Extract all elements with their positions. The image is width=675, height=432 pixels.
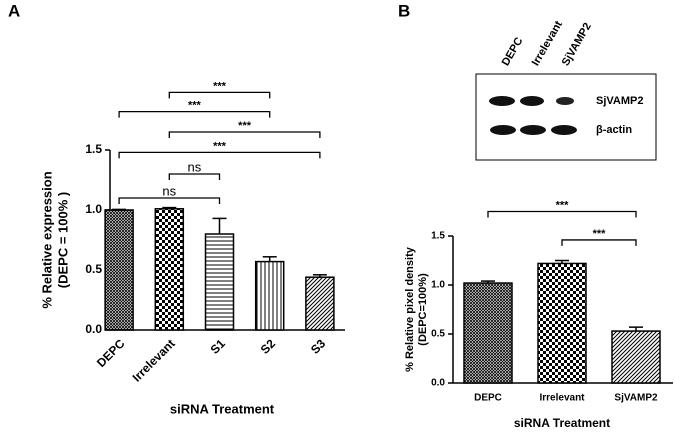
y-axis-title: (DEPC = 100% ) xyxy=(55,192,70,288)
panel-label: B xyxy=(398,1,410,20)
x-tick-label: SjVAMP2 xyxy=(614,393,658,404)
significance-label: *** xyxy=(213,80,227,92)
significance-bracket xyxy=(118,110,271,118)
bar xyxy=(611,330,661,384)
y-tick-label: 1.0 xyxy=(85,202,102,216)
bar xyxy=(104,209,134,331)
significance-label: *** xyxy=(238,120,252,132)
x-tick-label: DEPC xyxy=(474,393,502,404)
significance-bracket xyxy=(168,91,271,99)
y-tick-label: 0.0 xyxy=(85,322,102,336)
bar xyxy=(254,260,285,331)
x-tick-label: S2 xyxy=(258,336,279,357)
x-tick-label: Irrelevant xyxy=(539,393,585,404)
y-tick-label: 1.5 xyxy=(431,231,445,242)
significance-label: *** xyxy=(593,228,607,240)
x-axis-title: siRNA Treatment xyxy=(514,416,610,430)
panel-label: A xyxy=(8,1,20,20)
x-tick-label: Irrelevant xyxy=(130,336,178,384)
y-tick-label: 1.5 xyxy=(85,142,102,156)
bar xyxy=(463,282,513,384)
significance-bracket xyxy=(487,210,637,218)
y-axis-title: % Relative expression xyxy=(39,171,54,308)
x-tick-label: S3 xyxy=(308,336,329,357)
western-blot xyxy=(475,73,657,161)
significance-label: ns xyxy=(162,183,176,198)
significance-bracket xyxy=(561,239,637,246)
x-tick-label: S1 xyxy=(208,336,229,357)
significance-bracket xyxy=(118,151,321,159)
y-tick-label: 0.0 xyxy=(431,378,445,389)
x-tick-label: DEPC xyxy=(94,336,128,370)
significance-bracket xyxy=(168,173,221,180)
y-axis-title: % Relative pixel density xyxy=(404,246,416,372)
significance-bracket xyxy=(118,197,221,204)
lane-label: SjVAMP2 xyxy=(560,21,594,68)
y-tick-label: 1.0 xyxy=(431,280,445,291)
bar xyxy=(537,262,587,384)
protein-label: SjVAMP2 xyxy=(596,95,643,107)
protein-label: β-actin xyxy=(596,124,632,136)
significance-label: *** xyxy=(213,140,227,152)
significance-label: *** xyxy=(188,100,202,112)
bar xyxy=(305,276,335,331)
x-axis-title: siRNA Treatment xyxy=(170,401,275,416)
y-tick-label: 0.5 xyxy=(431,329,445,340)
bar xyxy=(154,208,185,331)
significance-bracket xyxy=(168,131,321,138)
bar xyxy=(204,233,235,331)
y-axis-title: (DEPC=100%) xyxy=(417,273,429,346)
y-tick-label: 0.5 xyxy=(85,262,102,276)
significance-label: *** xyxy=(556,199,570,211)
lane-label: DEPC xyxy=(500,35,526,68)
significance-label: ns xyxy=(188,159,202,174)
